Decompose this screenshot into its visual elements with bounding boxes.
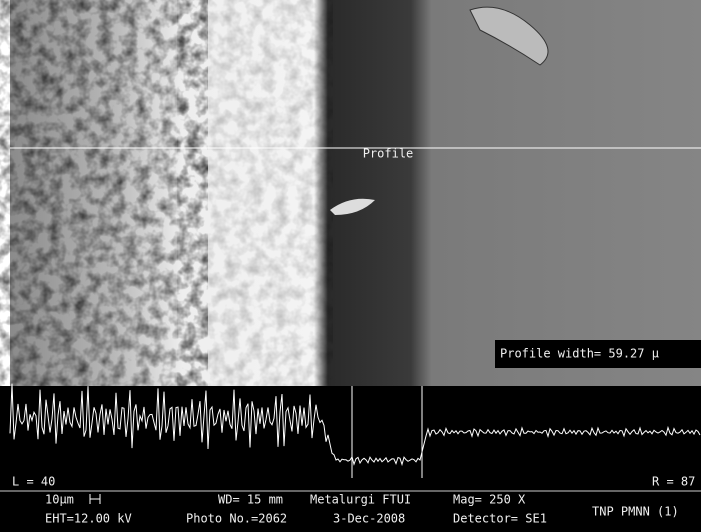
detector: Detector= SE1 [453,512,547,526]
scale-label: 10µm [45,493,74,507]
lab-name: Metalurgi FTUI [310,493,411,507]
rough-texture [10,0,190,386]
right-cursor: R = 87 [652,475,695,489]
sem-screen: Profile Profile width= 59.27 μ L = 40 R … [0,0,701,532]
eht: EHT=12.00 kV [45,512,132,526]
profile-label: Profile [363,147,414,161]
profile-width: Profile width= 59.27 μ [500,347,659,361]
date: 3-Dec-2008 [333,512,405,526]
left-cursor: L = 40 [12,475,55,489]
magnification: Mag= 250 X [453,493,526,507]
sample-name: TNP PMNN (1) [592,505,679,519]
bright-texture [190,0,320,386]
working-distance: WD= 15 mm [218,493,283,507]
photo-number: Photo No.=2062 [186,512,287,526]
